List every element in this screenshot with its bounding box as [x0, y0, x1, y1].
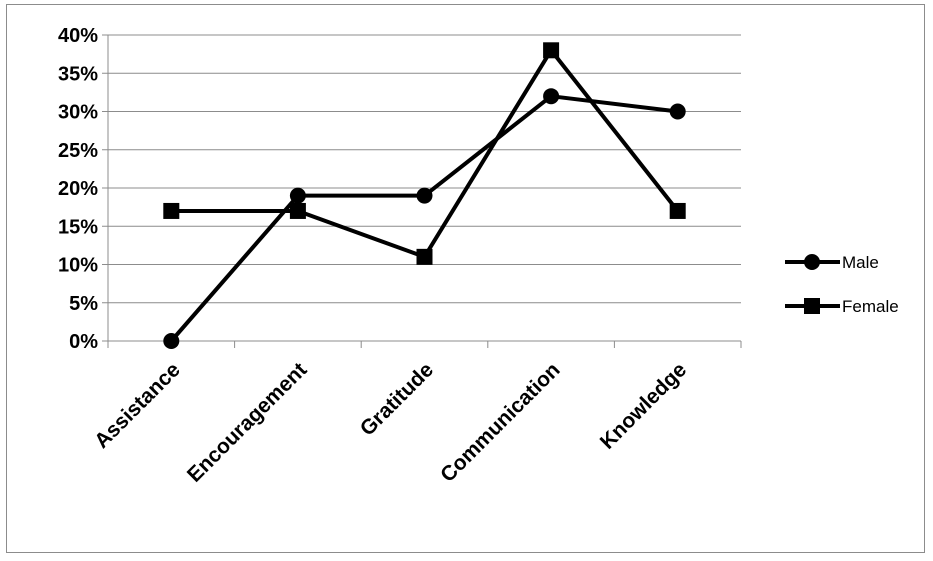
x-tick-label: Communication	[436, 358, 564, 486]
y-tick-label: 25%	[58, 140, 98, 162]
y-tick-label: 30%	[58, 102, 98, 124]
x-tick-label: Assistance	[90, 358, 185, 453]
data-point-female	[289, 202, 306, 219]
data-point-female	[163, 202, 180, 219]
data-point-male	[163, 333, 180, 349]
chart-frame	[6, 4, 925, 553]
data-point-female	[416, 248, 433, 265]
y-tick-label: 10%	[58, 255, 98, 277]
axes	[102, 34, 742, 348]
legend-label-male: Male	[842, 253, 879, 272]
data-point-male	[543, 88, 560, 105]
y-tick-label: 0%	[69, 331, 98, 353]
legend-marker-female	[804, 298, 820, 314]
data-point-female	[669, 202, 686, 219]
legend-label-female: Female	[842, 297, 899, 316]
y-tick-label: 5%	[69, 293, 98, 315]
legend-marker-male	[804, 254, 820, 270]
y-tick-label: 15%	[58, 216, 98, 238]
x-tick-label: Encouragement	[183, 358, 311, 486]
data-point-male	[416, 187, 433, 204]
y-tick-label: 20%	[58, 178, 98, 200]
data-point-male	[669, 103, 686, 120]
series-line-male	[169, 94, 678, 343]
x-tick-label: Knowledge	[596, 358, 691, 453]
x-tick-label: Gratitude	[356, 358, 438, 440]
data-point-male	[289, 187, 306, 204]
grid-lines	[108, 34, 741, 304]
legend: Male Female	[785, 253, 899, 316]
y-tick-label: 35%	[58, 63, 98, 85]
y-axis-ticks: 0% 5% 10% 15% 20% 25% 30% 35% 40%	[58, 25, 98, 353]
series-group	[163, 42, 686, 349]
y-tick-label: 40%	[58, 25, 98, 47]
data-point-female	[543, 42, 560, 59]
